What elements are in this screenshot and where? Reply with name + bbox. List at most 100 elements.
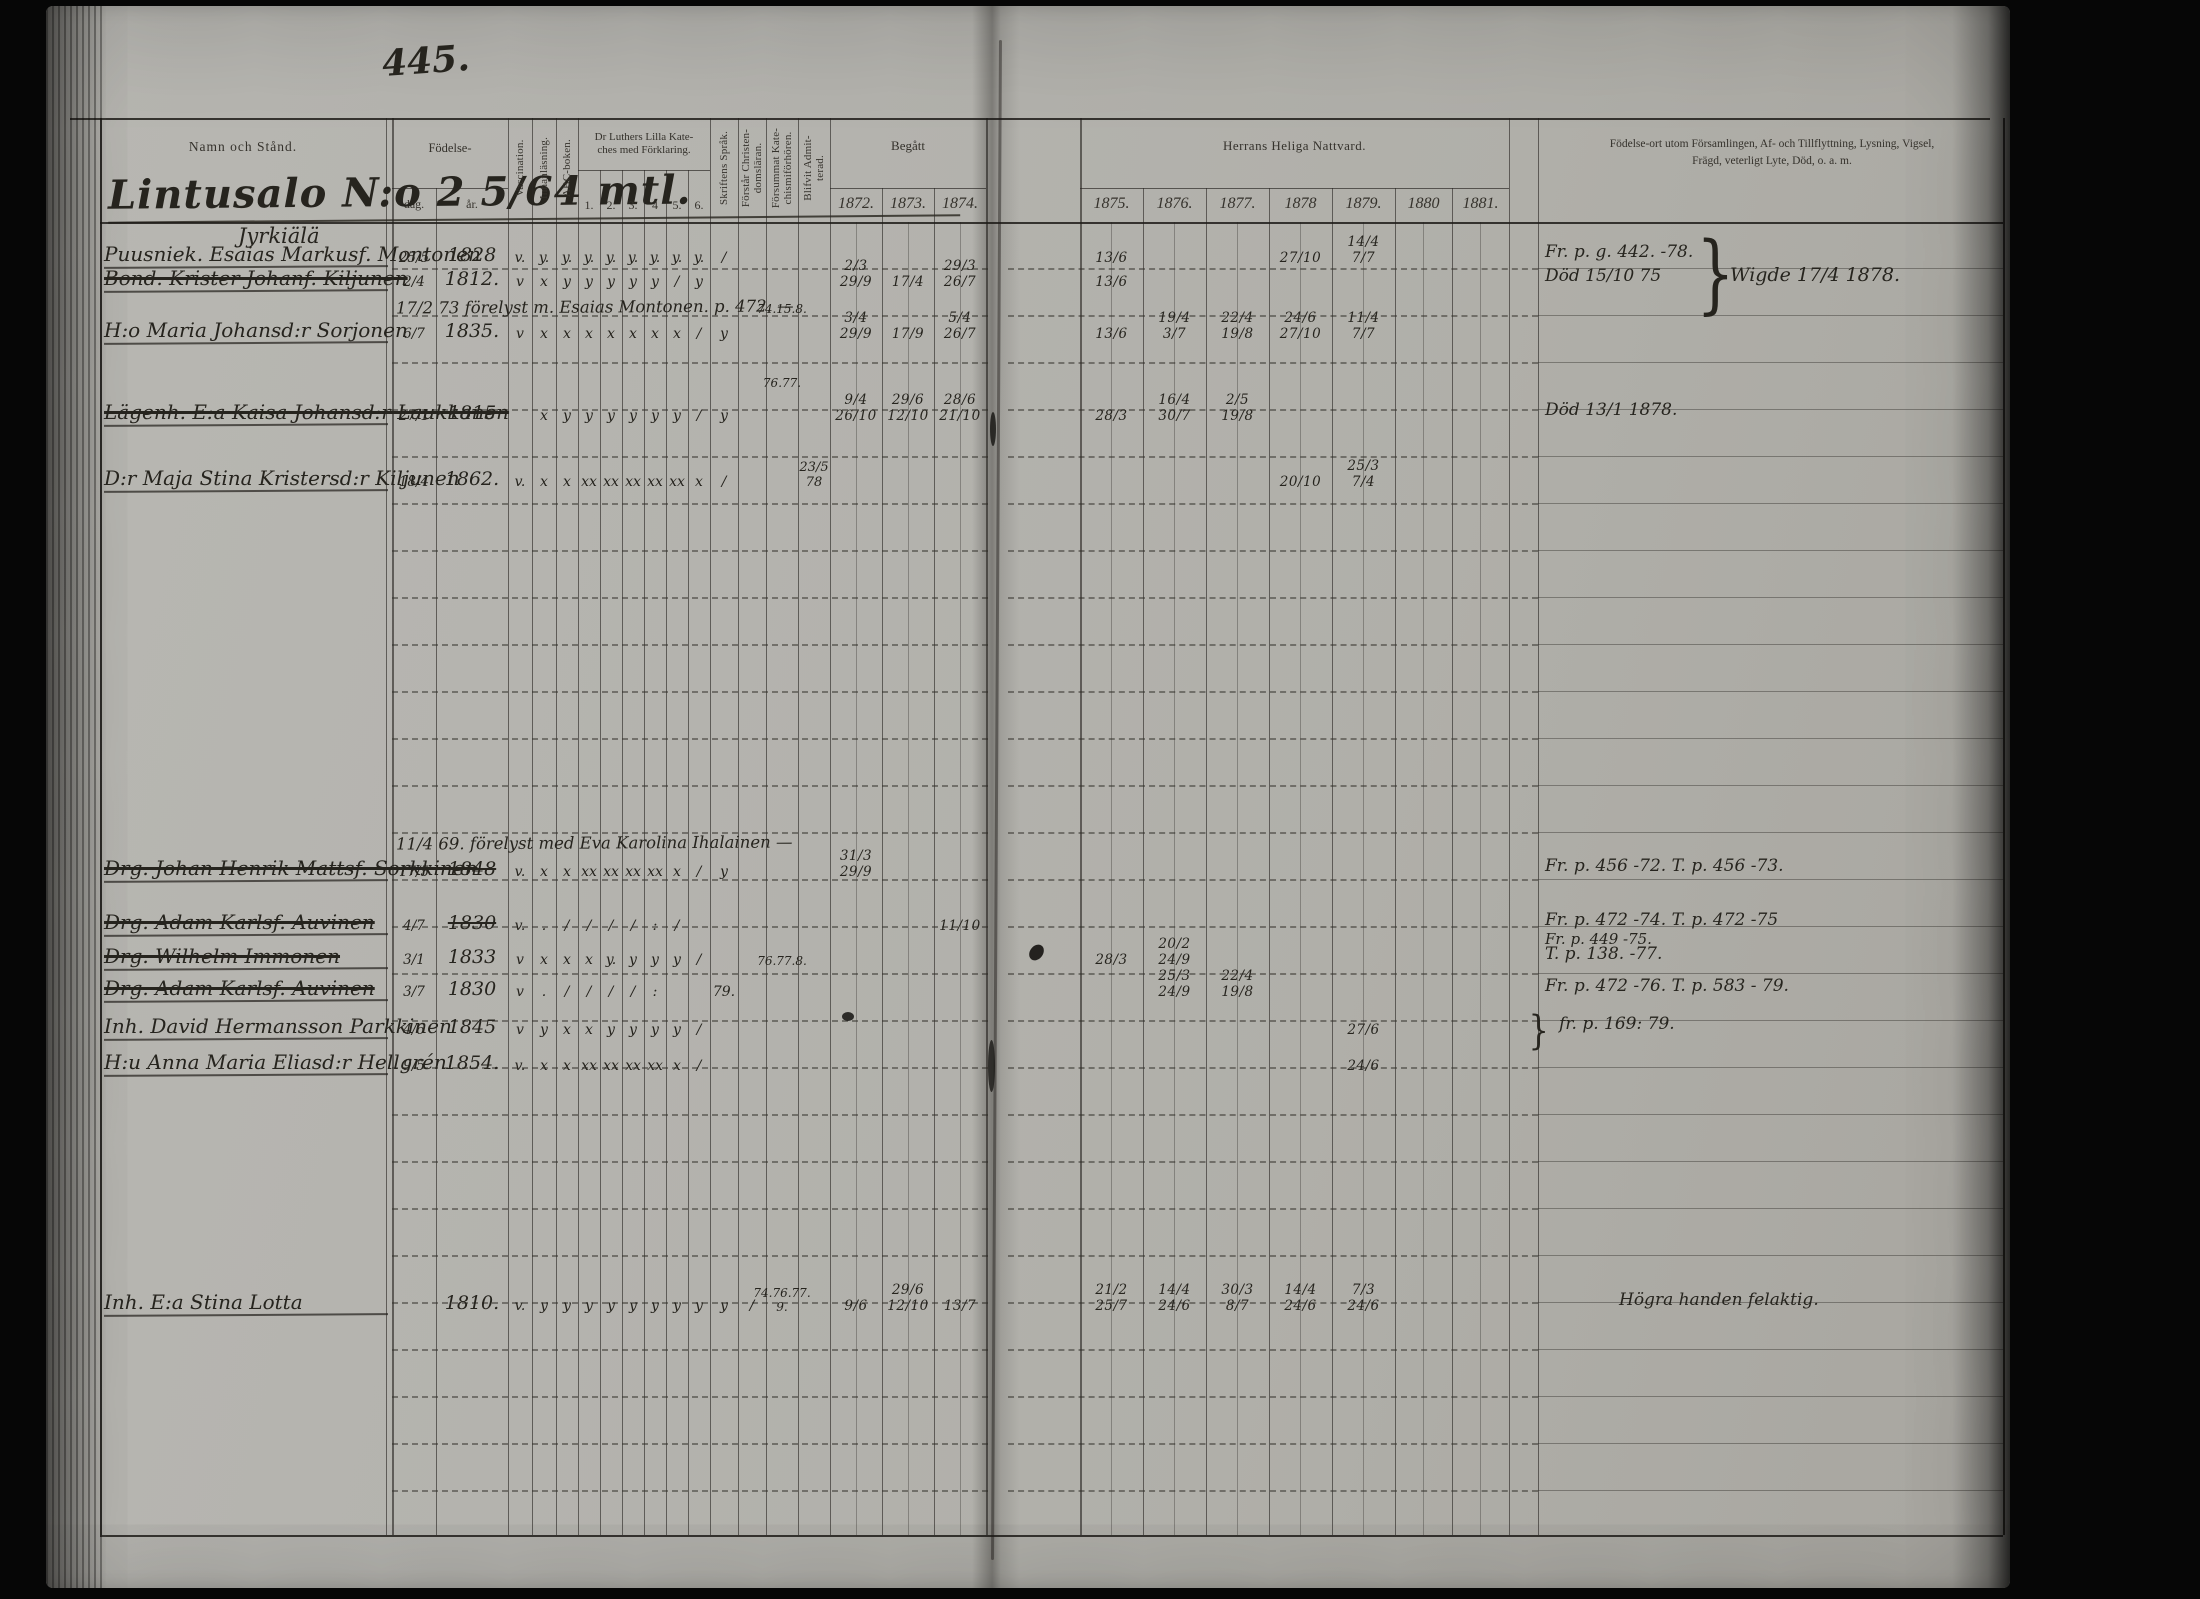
communion-date-1874: 29/3 26/7	[943, 258, 977, 290]
row-rule-right-page	[1008, 1020, 1538, 1022]
communion-date-1877: 22/4 19/8	[1221, 968, 1254, 1000]
row-rule-right-page	[1008, 1161, 1538, 1163]
birth-day-value: 3/7	[403, 984, 425, 1000]
row-rule-left-page	[392, 1114, 988, 1116]
birth-year-value: 1848	[447, 858, 497, 880]
communion-date-1876: 14/4 24/6	[1158, 1282, 1191, 1314]
mark-cell: /	[630, 984, 636, 1000]
birth-year-value: 1835.	[444, 320, 500, 342]
grid-line-vertical	[1080, 118, 1082, 1535]
mark-cell: y	[563, 408, 571, 424]
row-name crossed: Drg. Johan Henrik Mattsf. Sorkkinen	[104, 856, 478, 880]
communion-date-1879: 14/4 7/7	[1347, 234, 1380, 266]
communion-date-1873: 29/6 12/10	[887, 1282, 929, 1314]
mark-cell: x	[540, 952, 548, 968]
mark-cell: /	[608, 918, 614, 934]
row-rule-notes	[1538, 973, 2003, 974]
row-note: Fr. p. 472 -74. T. p. 472 -75	[1545, 910, 1779, 930]
communion-date-1879: 11/4 7/7	[1347, 310, 1380, 342]
row-rule-left-page	[392, 315, 988, 317]
mark-cell: y.	[583, 250, 595, 266]
mark-cell: x	[585, 1022, 593, 1038]
mark-cell: y	[720, 1298, 728, 1314]
row-note-brace-text: Wigde 17/4 1878.	[1730, 264, 1900, 286]
mark-cell: x	[540, 274, 548, 290]
birth-year-value: 1830	[447, 912, 497, 934]
row-note: Fr. p. g. 442. -78.	[1545, 242, 1694, 262]
birth-day-value: 25/5	[398, 250, 430, 266]
row-rule-notes	[1538, 738, 2003, 739]
mark-cell: y	[585, 1298, 593, 1314]
row-name: Inh. David Hermansson Parkkinen	[104, 1014, 452, 1038]
understands-value: /	[749, 1298, 755, 1314]
mark-cell: y	[563, 1298, 571, 1314]
missed-exam-value: 76.77.	[762, 376, 802, 390]
grid-line-vertical	[882, 188, 883, 1535]
column-header-year-1879: 1879.	[1345, 195, 1382, 212]
row-rule-notes	[1538, 1020, 2003, 1021]
row-name crossed: Drg. Wilhelm Immonen	[104, 944, 341, 968]
mark-cell: /	[696, 1022, 702, 1038]
column-header-year-1872: 1872.	[838, 195, 874, 212]
grid-line-vertical	[798, 118, 799, 1535]
row-rule-right-page	[1008, 597, 1538, 599]
mark-cell: y	[651, 1022, 659, 1038]
mark-cell: /	[696, 1058, 702, 1074]
communion-date-1872: 9/4 26/10	[835, 392, 877, 424]
row-rule-notes	[1538, 1161, 2003, 1162]
mark-cell: y.	[605, 952, 617, 968]
ink-blob	[990, 412, 996, 446]
mark-cell: y.	[671, 250, 683, 266]
column-header-year-1873: 1873.	[890, 195, 926, 212]
birth-day-value: 17/5	[398, 864, 430, 880]
row-rule-notes	[1538, 362, 2003, 363]
row-rule-notes	[1538, 691, 2003, 692]
column-header-reading-rotated: Innanläsning.	[538, 136, 550, 200]
communion-date-1873: 17/9	[891, 326, 925, 342]
row-rule-left-page	[392, 1208, 988, 1210]
column-header-year-1881: 1881.	[1462, 195, 1499, 212]
birth-year-value: 1854.	[444, 1052, 500, 1074]
mark-cell: v.	[514, 250, 526, 266]
mark-cell: /	[674, 274, 680, 290]
row-name: D:r Maja Stina Kristersd:r Kiljunen	[104, 466, 460, 490]
row-rule-left-page	[392, 1255, 988, 1257]
column-header-admitted-rotated: Blifvit Admit- terad.	[802, 135, 826, 201]
communion-date-1876: 20/2 24/9	[1158, 936, 1191, 968]
column-header-nattvard: Herrans Heliga Nattvard.	[1222, 138, 1367, 153]
row-rule-left-page	[392, 550, 988, 552]
mark-cell: y	[720, 864, 728, 880]
row-rule-left-page	[392, 456, 988, 458]
birth-year-value: 1815	[447, 402, 497, 424]
column-header-year-1876: 1876.	[1156, 195, 1193, 212]
table-top-rule	[70, 118, 1990, 120]
grid-line-vertical-sub	[1363, 222, 1364, 1535]
row-rule-right-page	[1008, 1443, 1538, 1445]
row-rule-notes	[1538, 832, 2003, 833]
grid-line-vertical	[738, 118, 739, 1535]
mark-cell: v.	[514, 864, 526, 880]
mark-cell: y	[720, 326, 728, 342]
mark-cell: xx	[647, 864, 663, 880]
mark-cell: y.	[605, 250, 617, 266]
mark-cell: x	[563, 474, 571, 490]
mark-cell: v	[516, 952, 524, 968]
missed-exam-value: 74.15.8.	[757, 302, 807, 316]
mark-cell: y	[540, 1022, 548, 1038]
grid-line-vertical-sub	[960, 222, 961, 1535]
grid-line-vertical	[1452, 188, 1453, 1535]
mark-cell: xx	[603, 1058, 619, 1074]
column-header-catechism-3: 3.	[628, 197, 638, 212]
mark-cell: xx	[647, 1058, 663, 1074]
grid-line-vertical	[688, 170, 689, 1535]
row-rule-left-page	[392, 503, 988, 505]
row-rule-notes	[1538, 550, 2003, 551]
birth-year-value: 1833	[447, 946, 497, 968]
mark-cell: x	[629, 326, 637, 342]
grid-line-vertical	[436, 188, 437, 1535]
admitted-value: 23/5 78	[799, 460, 829, 490]
column-header-scripture-rotated: Skriftens Språk.	[718, 130, 730, 206]
mark-cell: v.	[514, 918, 526, 934]
mark-cell: y	[629, 1022, 637, 1038]
row-rule-right-page	[1008, 1490, 1538, 1492]
